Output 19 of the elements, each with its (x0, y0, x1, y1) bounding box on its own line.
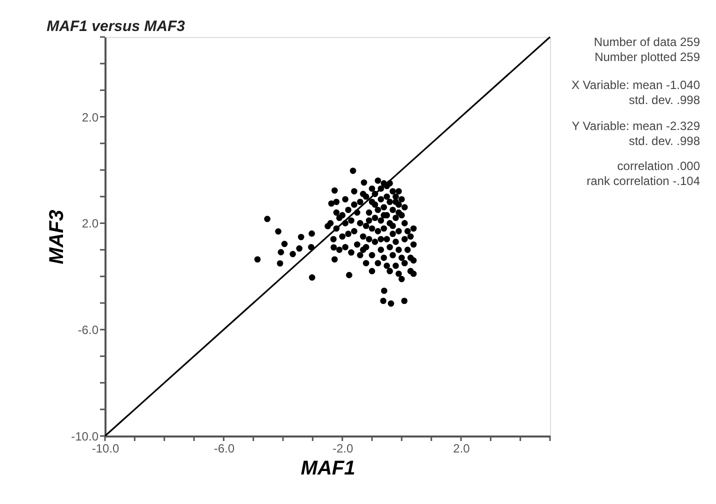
y-tick-label: -6.0 (78, 323, 99, 338)
text: std. dev. .998 (628, 93, 700, 107)
x-tick-label: 2.0 (453, 442, 470, 456)
text: correlation .000 (617, 159, 700, 173)
x-tick-label: -10.0 (92, 442, 120, 456)
text: Y Variable: mean -2.329 (572, 119, 700, 133)
x-tick-label: -2.0 (332, 442, 354, 456)
text: X Variable: mean -1.040 (571, 78, 700, 92)
y-tick-label: 2.0 (82, 216, 99, 231)
y-tick-label: 2.0 (82, 110, 99, 124)
x-tick-label: -6.0 (214, 442, 235, 456)
y-tick-label: -10.0 (71, 430, 99, 444)
text: std. dev. .998 (628, 134, 700, 148)
text: Number of data 259 (594, 35, 700, 49)
text: Number plotted 259 (594, 50, 700, 64)
chart-title: MAF1 versus MAF3 (46, 18, 186, 35)
text: rank correlation -.104 (586, 174, 700, 188)
x-axis-title: MAF1 (300, 458, 356, 480)
y-axis-title: MAF3 (46, 210, 68, 264)
